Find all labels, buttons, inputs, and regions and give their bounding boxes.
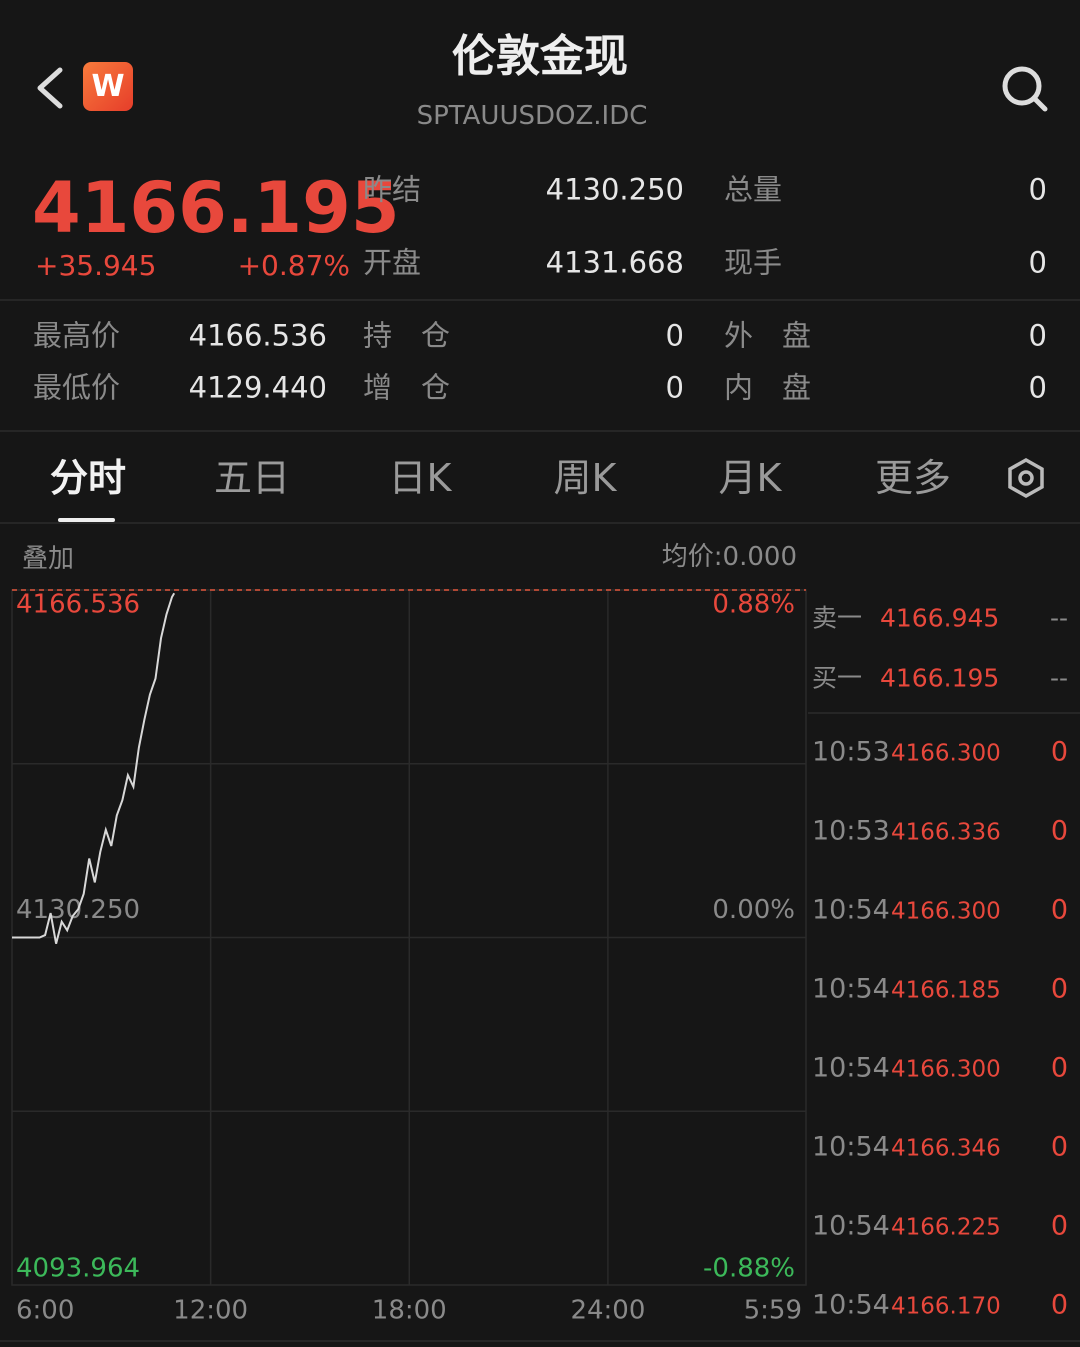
divider — [0, 522, 1080, 524]
book-volume: -- — [1049, 603, 1068, 633]
price-line — [12, 592, 176, 944]
back-button[interactable] — [30, 64, 70, 112]
app-logo — [83, 62, 133, 111]
trade-time: 10:54 — [812, 1052, 890, 1084]
stat-label: 昨结 — [363, 172, 422, 207]
trade-price: 4166.225 — [891, 1214, 1001, 1241]
subtitle: SPTAUUSDOZ.IDC — [416, 101, 648, 131]
stat-value: 4131.668 — [545, 245, 684, 280]
divider — [808, 712, 1080, 714]
stat-label: 现手 — [724, 245, 783, 280]
tab[interactable]: 分时 — [49, 456, 127, 500]
stat-value: 4130.250 — [545, 172, 684, 207]
divider — [0, 430, 1080, 432]
book-price: 4166.945 — [880, 603, 1000, 633]
settings-button[interactable] — [1004, 456, 1048, 500]
stat-label: 开盘 — [363, 245, 422, 280]
tab[interactable]: 周K — [553, 456, 617, 500]
trade-volume: 0 — [1050, 736, 1068, 768]
book-label: 买一 — [812, 663, 863, 693]
tab-indicator — [58, 518, 115, 522]
x-tick-label: 6:00 — [16, 1296, 74, 1326]
x-tick-label: 12:00 — [173, 1296, 248, 1326]
trade-time: 10:54 — [812, 1289, 890, 1321]
stat-value: 0 — [1028, 245, 1047, 280]
stat-label: 最低价 — [33, 370, 121, 405]
stat-label: 持 仓 — [363, 318, 451, 353]
avg-price: 均价:0.000 — [661, 542, 797, 572]
trade-volume: 0 — [1050, 1289, 1068, 1321]
trade-price: 4166.300 — [891, 740, 1001, 767]
trade-price: 4166.170 — [891, 1293, 1001, 1320]
y2-tick-label: 0.00% — [712, 895, 795, 925]
trade-volume: 0 — [1050, 973, 1068, 1005]
trade-time: 10:54 — [812, 894, 890, 926]
stat-value: 0 — [665, 370, 684, 405]
trade-time: 10:54 — [812, 973, 890, 1005]
stat-value: 0 — [1028, 172, 1047, 207]
divider — [0, 299, 1080, 301]
trade-time: 10:54 — [812, 1210, 890, 1242]
trade-time: 10:53 — [812, 815, 890, 847]
trade-volume: 0 — [1050, 1052, 1068, 1084]
stat-label: 总量 — [724, 172, 783, 207]
trade-price: 4166.300 — [891, 898, 1001, 925]
x-tick-label: 18:00 — [372, 1296, 447, 1326]
tab[interactable]: 日K — [388, 456, 452, 500]
x-tick-label: 24:00 — [570, 1296, 645, 1326]
trade-volume: 0 — [1050, 894, 1068, 926]
tab[interactable]: 月K — [718, 456, 782, 500]
change: +35.945 — [35, 249, 157, 282]
book-price: 4166.195 — [880, 663, 1000, 693]
book-volume: -- — [1049, 663, 1068, 693]
title: 伦敦金现 — [452, 31, 628, 82]
overlay-button[interactable]: 叠加 — [22, 544, 75, 574]
stat-value: 4129.440 — [188, 370, 327, 405]
trade-price: 4166.336 — [891, 819, 1001, 846]
trade-price: 4166.346 — [891, 1135, 1001, 1162]
trade-volume: 0 — [1050, 815, 1068, 847]
trade-time: 10:53 — [812, 736, 890, 768]
stat-label: 内 盘 — [724, 370, 812, 405]
y2-tick-label: 0.88% — [712, 590, 795, 620]
change-pct: +0.87% — [237, 249, 350, 282]
trade-time: 10:54 — [812, 1131, 890, 1163]
trade-volume: 0 — [1050, 1210, 1068, 1242]
stat-value: 4166.536 — [188, 318, 327, 353]
y-tick-label: 4093.964 — [16, 1254, 140, 1284]
stat-label: 增 仓 — [363, 370, 451, 405]
trade-price: 4166.185 — [891, 977, 1001, 1004]
x-tick-label: 5:59 — [744, 1296, 802, 1326]
logo-text: W — [91, 69, 125, 104]
stat-label: 最高价 — [33, 318, 121, 353]
search-button[interactable] — [998, 62, 1052, 116]
book-label: 卖一 — [812, 603, 863, 633]
divider — [0, 1340, 1080, 1342]
trade-price: 4166.300 — [891, 1056, 1001, 1083]
price: 4166.195 — [32, 167, 400, 249]
stat-value: 0 — [1028, 318, 1047, 353]
stat-value: 0 — [1028, 370, 1047, 405]
tab[interactable]: 五日 — [213, 456, 291, 500]
y-tick-label: 4166.536 — [16, 590, 140, 620]
trade-volume: 0 — [1050, 1131, 1068, 1163]
tab[interactable]: 更多 — [874, 456, 952, 500]
stat-label: 外 盘 — [724, 318, 812, 353]
stat-value: 0 — [665, 318, 684, 353]
y2-tick-label: -0.88% — [703, 1254, 795, 1284]
